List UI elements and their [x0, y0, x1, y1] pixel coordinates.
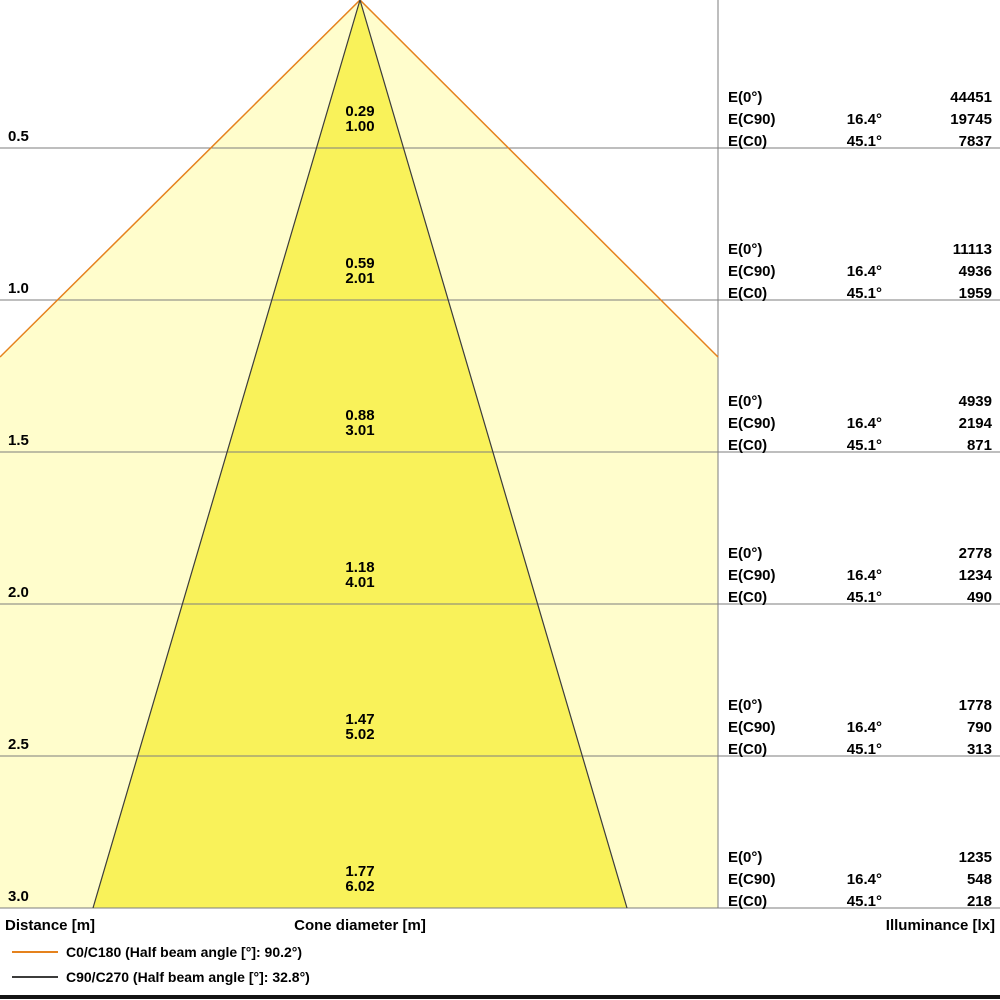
ec90-label: E(C90)	[728, 111, 776, 128]
legend-label-c90-c270: C90/C270 (Half beam angle [°]: 32.8°)	[66, 969, 310, 985]
cone-diameter-wide: 6.02	[345, 878, 374, 895]
row-2.0m: 2.0 1.18 4.01 E(0°) 2778 E(C90) 16.4° 12…	[8, 545, 993, 606]
ec90-angle: 16.4°	[847, 111, 882, 128]
cone-diameter-narrow: 1.18	[345, 559, 374, 576]
ec90-angle: 16.4°	[847, 415, 882, 432]
e0-label: E(0°)	[728, 849, 762, 866]
ec90-value: 19745	[950, 111, 992, 128]
ec0-angle: 45.1°	[847, 285, 882, 302]
ec0-value: 871	[967, 437, 992, 454]
ec90-label: E(C90)	[728, 415, 776, 432]
distance-label: 2.5	[8, 736, 29, 753]
legend-label-c0-c180: C0/C180 (Half beam angle [°]: 90.2°)	[66, 944, 302, 960]
ec0-value: 1959	[959, 285, 992, 302]
row-2.5m: 2.5 1.47 5.02 E(0°) 1778 E(C90) 16.4° 79…	[8, 697, 992, 758]
row-1.0m: 1.0 0.59 2.01 E(0°) 11113 E(C90) 16.4° 4…	[8, 241, 992, 302]
axis-label-distance: Distance [m]	[5, 917, 95, 934]
ec90-value: 548	[967, 871, 992, 888]
distance-label: 1.5	[8, 432, 29, 449]
e0-value: 1778	[959, 697, 992, 714]
ec90-angle: 16.4°	[847, 871, 882, 888]
ec0-value: 490	[967, 589, 992, 606]
ec0-angle: 45.1°	[847, 133, 882, 150]
narrow-beam-cone-fill	[93, 0, 627, 908]
cone-diameter-narrow: 0.59	[345, 255, 374, 272]
ec0-value: 313	[967, 741, 992, 758]
ec0-label: E(C0)	[728, 741, 767, 758]
ec0-value: 7837	[959, 133, 992, 150]
e0-label: E(0°)	[728, 89, 762, 106]
ec0-label: E(C0)	[728, 589, 767, 606]
wide-beam-edge-left	[0, 0, 361, 358]
ec0-label: E(C0)	[728, 285, 767, 302]
cone-diameter-narrow: 1.47	[345, 711, 374, 728]
cone-diameter-narrow: 1.77	[345, 863, 374, 880]
ec0-angle: 45.1°	[847, 437, 882, 454]
distance-label: 1.0	[8, 280, 29, 297]
e0-value: 2778	[959, 545, 992, 562]
cone-diameter-narrow: 0.29	[345, 103, 374, 120]
e0-value: 44451	[950, 89, 992, 106]
e0-label: E(0°)	[728, 697, 762, 714]
ec90-value: 1234	[959, 567, 993, 584]
ec90-label: E(C90)	[728, 263, 776, 280]
row-1.5m: 1.5 0.88 3.01 E(0°) 4939 E(C90) 16.4° 21…	[8, 393, 993, 454]
ec90-angle: 16.4°	[847, 263, 882, 280]
narrow-beam-edge-right	[359, 0, 628, 909]
axis-label-cone-diameter: Cone diameter [m]	[294, 917, 426, 934]
cone-diameter-wide: 1.00	[345, 118, 374, 135]
ec0-label: E(C0)	[728, 133, 767, 150]
legend: C0/C180 (Half beam angle [°]: 90.2°) C90…	[12, 944, 310, 985]
e0-label: E(0°)	[728, 241, 762, 258]
ec0-label: E(C0)	[728, 893, 767, 910]
cone-diameter-wide: 5.02	[345, 726, 374, 743]
cone-diameter-narrow: 0.88	[345, 407, 374, 424]
ec90-label: E(C90)	[728, 719, 776, 736]
e0-label: E(0°)	[728, 545, 762, 562]
ec0-angle: 45.1°	[847, 893, 882, 910]
ec0-angle: 45.1°	[847, 741, 882, 758]
distance-label: 3.0	[8, 888, 29, 905]
wide-beam-edge-right	[359, 0, 719, 358]
row-0.5m: 0.5 0.29 1.00 E(0°) 44451 E(C90) 16.4° 1…	[8, 89, 992, 150]
ec90-value: 2194	[959, 415, 993, 432]
e0-value: 11113	[953, 241, 992, 258]
e0-value: 1235	[959, 849, 992, 866]
cone-diameter-wide: 2.01	[345, 270, 374, 287]
ec90-label: E(C90)	[728, 871, 776, 888]
ec0-angle: 45.1°	[847, 589, 882, 606]
ec90-label: E(C90)	[728, 567, 776, 584]
ec90-angle: 16.4°	[847, 567, 882, 584]
ec90-value: 790	[967, 719, 992, 736]
e0-value: 4939	[959, 393, 992, 410]
distance-label: 2.0	[8, 584, 29, 601]
ec0-value: 218	[967, 893, 992, 910]
distance-label: 0.5	[8, 128, 29, 145]
axis-label-illuminance: Illuminance [lx]	[886, 917, 995, 934]
ec0-label: E(C0)	[728, 437, 767, 454]
e0-label: E(0°)	[728, 393, 762, 410]
ec90-angle: 16.4°	[847, 719, 882, 736]
row-3.0m: 3.0 1.77 6.02 E(0°) 1235 E(C90) 16.4° 54…	[8, 849, 992, 910]
cone-diameter-wide: 3.01	[345, 422, 374, 439]
ec90-value: 4936	[959, 263, 992, 280]
narrow-beam-edge-left	[92, 0, 361, 909]
cone-diameter-wide: 4.01	[345, 574, 374, 591]
bottom-border	[0, 995, 1000, 999]
